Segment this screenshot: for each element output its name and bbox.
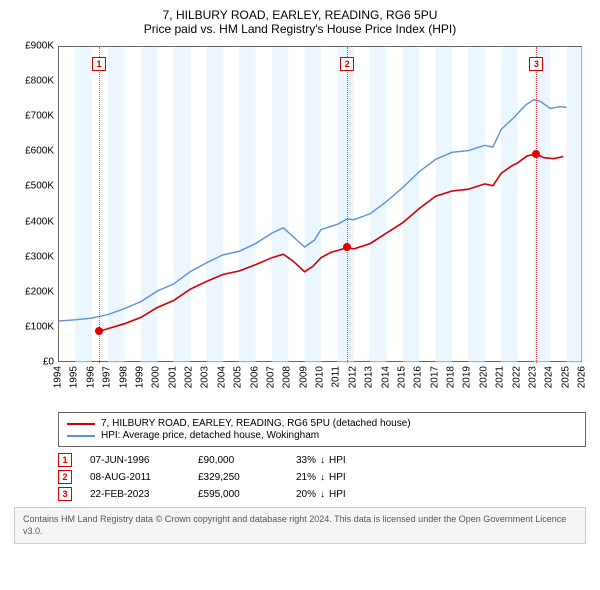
y-axis-label: £100K: [10, 321, 54, 332]
legend-label: 7, HILBURY ROAD, EARLEY, READING, RG6 5P…: [101, 418, 411, 429]
down-arrow-icon: ↓: [320, 472, 325, 483]
sale-price: £329,250: [198, 472, 278, 483]
sale-marker-badge: 3: [529, 57, 543, 71]
y-axis-label: £900K: [10, 41, 54, 52]
y-axis-label: £800K: [10, 76, 54, 87]
x-axis-label: 2019: [462, 366, 473, 388]
plot-area: 1 2 3: [58, 46, 582, 362]
y-axis-label: £700K: [10, 111, 54, 122]
x-axis-label: 2021: [495, 366, 506, 388]
x-axis-label: 2009: [298, 366, 309, 388]
x-axis-label: 2015: [396, 366, 407, 388]
sale-dot: [95, 327, 103, 335]
x-axis-label: 2011: [331, 366, 342, 388]
x-axis-label: 2002: [184, 366, 195, 388]
x-axis-label: 2007: [265, 366, 276, 388]
x-axis-label: 1998: [118, 366, 129, 388]
sale-diff-pct: 20%: [296, 489, 316, 500]
chart: 1 2 3 £0 £100K £200K £300K £400K £500K £600K £700…: [10, 40, 590, 410]
x-axis-label: 2003: [200, 366, 211, 388]
x-axis-label: 2010: [315, 366, 326, 388]
x-axis-label: 1997: [102, 366, 113, 388]
legend: 7, HILBURY ROAD, EARLEY, READING, RG6 5P…: [58, 412, 586, 447]
x-axis-label: 2025: [560, 366, 571, 388]
x-axis-label: 2001: [167, 366, 178, 388]
x-axis-label: 1994: [53, 366, 64, 388]
x-axis-label: 2006: [249, 366, 260, 388]
chart-title: 7, HILBURY ROAD, EARLEY, READING, RG6 5P…: [10, 8, 590, 22]
sale-row-badge: 3: [58, 487, 72, 501]
plot-svg: [59, 47, 583, 363]
legend-row: HPI: Average price, detached house, Woki…: [67, 430, 577, 441]
sale-date: 07-JUN-1996: [90, 455, 180, 466]
x-axis-label: 2000: [151, 366, 162, 388]
x-axis-label: 2017: [429, 366, 440, 388]
y-axis-label: £0: [10, 357, 54, 368]
x-axis-label: 2023: [527, 366, 538, 388]
sale-row: 2 08-AUG-2011 £329,250 21% ↓ HPI: [58, 470, 586, 484]
sale-row: 1 07-JUN-1996 £90,000 33% ↓ HPI: [58, 453, 586, 467]
sale-marker-line: [536, 47, 537, 363]
sale-row-badge: 1: [58, 453, 72, 467]
x-axis-label: 1995: [69, 366, 80, 388]
sale-diff: 21% ↓ HPI: [296, 472, 346, 483]
sale-row: 3 22-FEB-2023 £595,000 20% ↓ HPI: [58, 487, 586, 501]
legend-swatch: [67, 435, 95, 437]
x-axis-label: 2022: [511, 366, 522, 388]
x-axis-label: 2004: [216, 366, 227, 388]
sales-table: 1 07-JUN-1996 £90,000 33% ↓ HPI 2 08-AUG-2011 £3…: [58, 453, 586, 501]
sale-marker-badge: 1: [92, 57, 106, 71]
sale-diff-vs: HPI: [329, 489, 346, 500]
chart-subtitle: Price paid vs. HM Land Registry's House …: [10, 22, 590, 36]
sale-marker-line: [347, 47, 348, 363]
legend-label: HPI: Average price, detached house, Woki…: [101, 430, 319, 441]
x-axis-label: 2012: [347, 366, 358, 388]
footnote: Contains HM Land Registry data © Crown c…: [14, 507, 586, 544]
x-axis-label: 2018: [446, 366, 457, 388]
sale-dot: [343, 243, 351, 251]
x-axis-label: 2020: [478, 366, 489, 388]
x-axis-label: 1999: [134, 366, 145, 388]
down-arrow-icon: ↓: [320, 455, 325, 466]
x-axis-label: 2014: [380, 366, 391, 388]
legend-swatch: [67, 423, 95, 425]
x-axis-label: 2026: [577, 366, 588, 388]
price-paid-line: [99, 154, 563, 331]
sale-diff-vs: HPI: [329, 472, 346, 483]
down-arrow-icon: ↓: [320, 489, 325, 500]
sale-diff-pct: 21%: [296, 472, 316, 483]
legend-row: 7, HILBURY ROAD, EARLEY, READING, RG6 5P…: [67, 418, 577, 429]
sale-price: £595,000: [198, 489, 278, 500]
x-axis-label: 2005: [233, 366, 244, 388]
y-axis-label: £500K: [10, 181, 54, 192]
y-axis-label: £300K: [10, 251, 54, 262]
x-axis-label: 2024: [544, 366, 555, 388]
sale-dot: [532, 150, 540, 158]
sale-date: 22-FEB-2023: [90, 489, 180, 500]
x-axis-label: 2016: [413, 366, 424, 388]
sale-marker-badge: 2: [340, 57, 354, 71]
sale-date: 08-AUG-2011: [90, 472, 180, 483]
sale-marker-line: [99, 47, 100, 363]
sale-row-badge: 2: [58, 470, 72, 484]
sale-diff-pct: 33%: [296, 455, 316, 466]
x-axis-label: 2013: [364, 366, 375, 388]
y-axis-label: £400K: [10, 216, 54, 227]
sale-diff: 33% ↓ HPI: [296, 455, 346, 466]
y-axis-label: £600K: [10, 146, 54, 157]
sale-diff-vs: HPI: [329, 455, 346, 466]
x-axis-label: 2008: [282, 366, 293, 388]
x-axis-label: 1996: [85, 366, 96, 388]
sale-diff: 20% ↓ HPI: [296, 489, 346, 500]
y-axis-label: £200K: [10, 286, 54, 297]
sale-price: £90,000: [198, 455, 278, 466]
